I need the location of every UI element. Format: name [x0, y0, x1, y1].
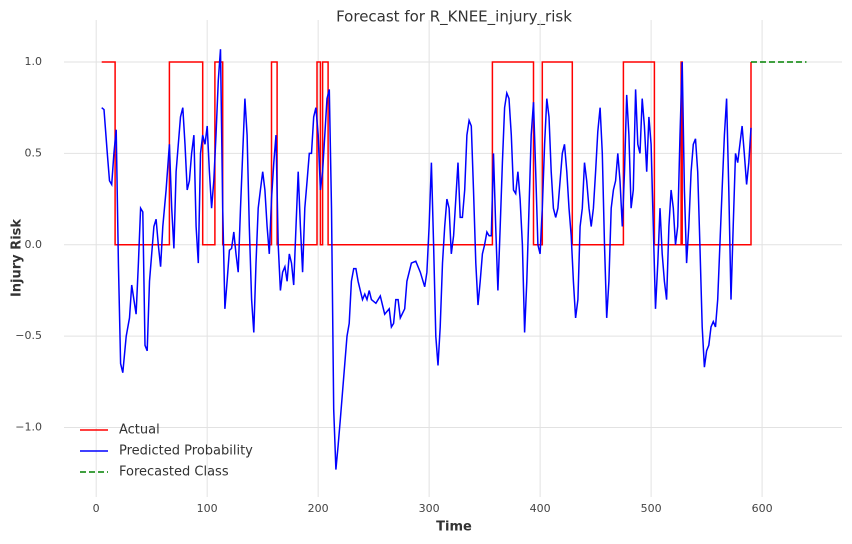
- y-tick-label: −1.0: [15, 421, 42, 434]
- series-line: [101, 49, 752, 470]
- x-tick-label: 600: [752, 502, 773, 515]
- y-tick-label: 0.5: [25, 146, 43, 159]
- legend-label: Actual: [119, 423, 160, 438]
- y-tick-label: 1.0: [25, 55, 43, 68]
- x-tick-label: 100: [197, 502, 218, 515]
- x-tick-label: 500: [641, 502, 662, 515]
- y-tick-label: 0.0: [25, 238, 43, 251]
- x-tick-label: 0: [93, 502, 100, 515]
- legend-label: Predicted Probability: [119, 444, 253, 459]
- y-axis-label: Injury Risk: [10, 219, 25, 297]
- chart-title: Forecast for R_KNEE_injury_risk: [336, 8, 572, 27]
- x-tick-label: 300: [419, 502, 440, 515]
- grid: 0 100 200 300 400 500 600 −1.0 −0.5 0.0 0.5 1.0: [15, 20, 842, 515]
- legend-label: Forecasted Class: [119, 465, 229, 480]
- x-tick-label: 200: [308, 502, 329, 515]
- x-axis-label: Time: [436, 520, 472, 535]
- series-line: [101, 61, 752, 246]
- plot-lines: [101, 49, 807, 470]
- y-tick-label: −0.5: [15, 329, 42, 342]
- legend: Actual Predicted Probability Forecasted Cl…: [80, 423, 253, 480]
- x-tick-label: 400: [530, 502, 551, 515]
